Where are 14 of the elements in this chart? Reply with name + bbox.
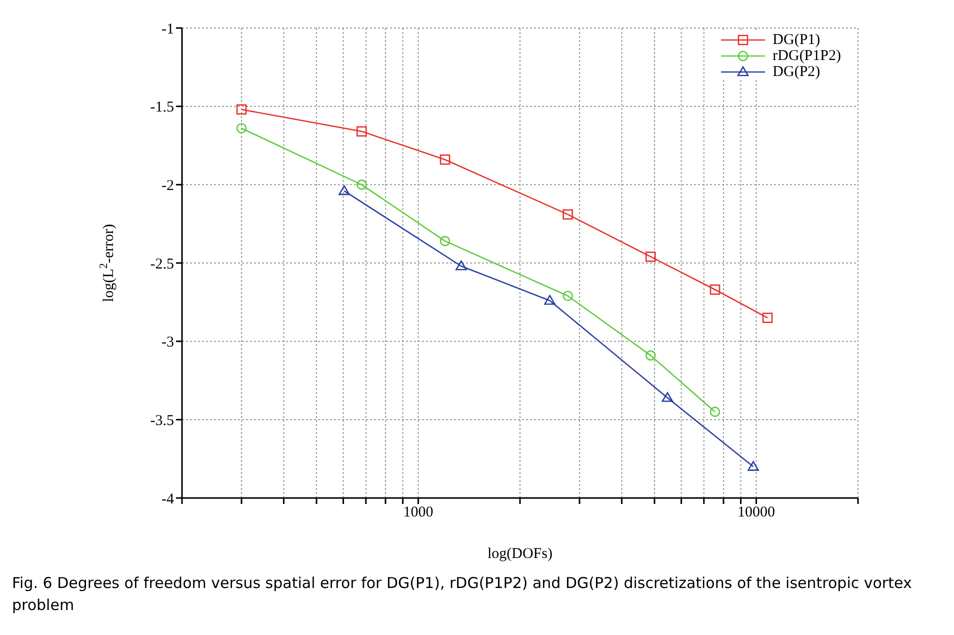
legend-label: DG(P2) [772,64,820,80]
y-tick-label: -2.5 [150,256,174,272]
y-tick-label: -1 [162,21,174,38]
y-tick-label: -4 [162,491,174,508]
x-tick-label: 1000 [403,504,434,521]
y-tick-label: -1.5 [150,100,174,116]
legend-label: rDG(P1P2) [772,48,841,64]
x-tick-label: 10000 [738,504,775,521]
y-tick-label: -3 [162,334,174,351]
legend-label: DG(P1) [772,32,820,48]
x-axis-title: log(DOFs) [487,546,553,562]
y-tick-label: -3.5 [150,412,174,429]
caption: Fig. 6 Degrees of freedom versus spatial error for DG(P1), rDG(P1P2) and DG(P2) discretizations of the isentropic vortex problem [12,573,913,616]
y-tick-label: -2 [162,178,174,194]
